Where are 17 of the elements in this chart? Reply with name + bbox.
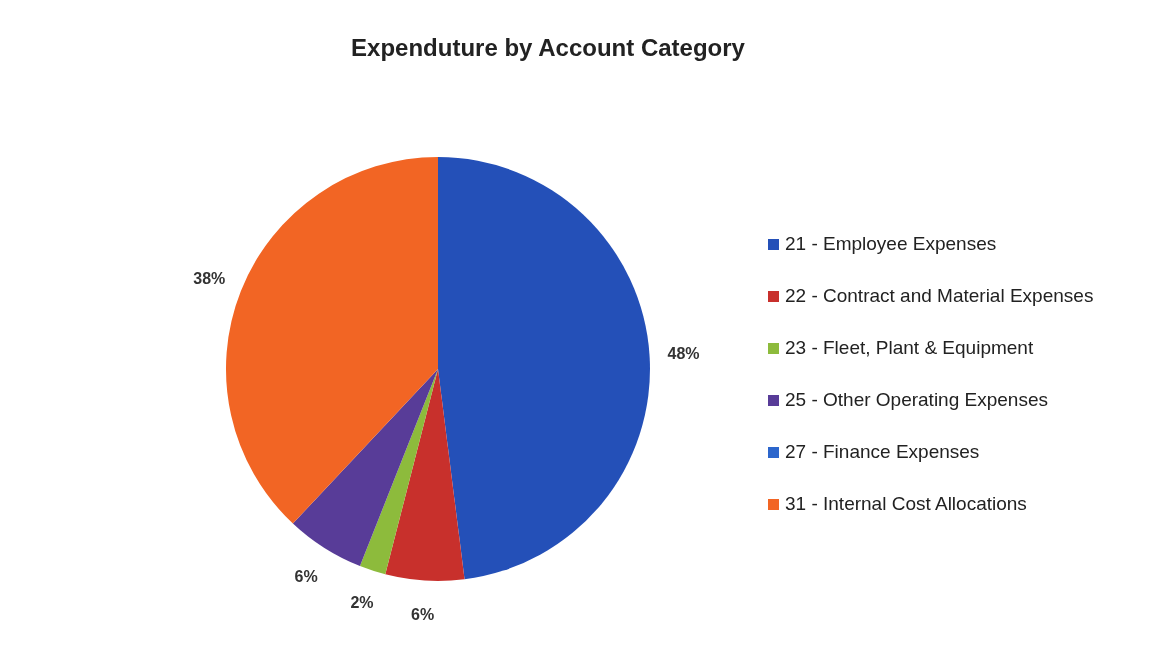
data-label: 48% xyxy=(667,345,700,363)
legend-label: 25 - Other Operating Expenses xyxy=(785,389,1049,411)
pie-slice xyxy=(438,157,650,580)
pie-slice xyxy=(385,369,465,581)
legend-label: 23 - Fleet, Plant & Equipment xyxy=(785,337,1035,359)
pie-slice xyxy=(226,157,438,524)
data-label: 6% xyxy=(294,568,318,586)
data-label: 2% xyxy=(350,594,374,612)
legend-label: 27 - Finance Expenses xyxy=(785,441,981,463)
legend-label: 21 - Employee Expenses xyxy=(785,233,998,255)
data-label: 6% xyxy=(410,606,435,624)
pie-slice xyxy=(292,369,438,567)
data-label: 38% xyxy=(193,269,226,287)
legend-label: 22 - Contract and Material Expenses xyxy=(785,285,1095,307)
chart-title: Expenduture by Account Category xyxy=(350,33,746,63)
pie-slice xyxy=(359,369,438,575)
legend-label: 31 - Internal Cost Allocations xyxy=(785,493,1028,515)
